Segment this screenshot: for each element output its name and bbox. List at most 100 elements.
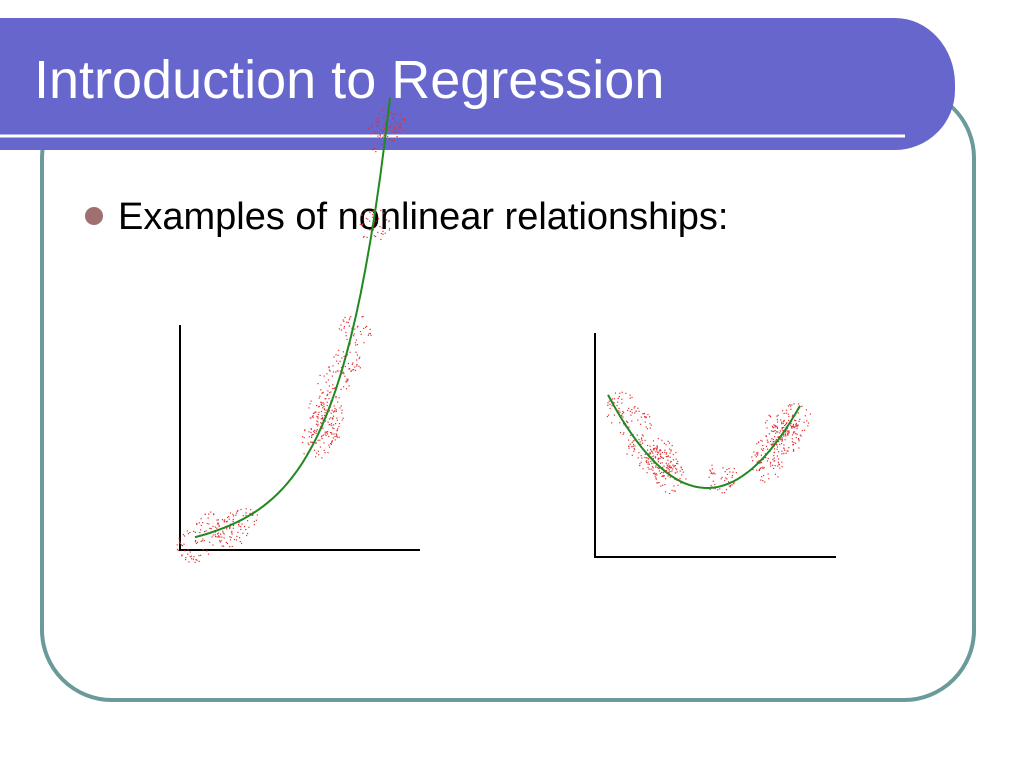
scatter-dot [771, 425, 773, 427]
scatter-dot [311, 441, 313, 443]
scatter-dot [777, 414, 779, 416]
scatter-dot [400, 123, 402, 125]
scatter-dot [229, 536, 231, 538]
scatter-dot [776, 427, 779, 429]
scatter-dot [211, 536, 213, 538]
scatter-dot [667, 459, 669, 461]
scatter-dot [325, 420, 327, 422]
scatter-dot [363, 327, 365, 329]
scatter-dot [229, 512, 232, 514]
scatter-dot [788, 415, 790, 418]
scatter-dot [629, 394, 631, 396]
scatter-dot [798, 440, 800, 442]
scatter-dot [733, 483, 735, 485]
scatter-dot [325, 398, 327, 400]
scatter-dot [755, 456, 757, 458]
scatter-dot [791, 426, 793, 428]
scatter-dot [321, 418, 323, 420]
scatter-dot [607, 402, 609, 404]
scatter-dot [777, 431, 779, 433]
scatter-dot [333, 387, 335, 389]
scatter-dot [752, 469, 754, 471]
scatter-dot [654, 456, 657, 458]
scatter-dot [217, 519, 219, 521]
scatter-dot [765, 445, 768, 447]
scatter-dot [776, 415, 778, 417]
scatter-dot [770, 440, 772, 442]
scatter-dot [762, 466, 764, 468]
scatter-dot [652, 467, 654, 469]
scatter-dot [331, 442, 333, 444]
scatter-dot [348, 325, 350, 327]
scatter-dot [343, 386, 345, 388]
scatter-dot [225, 521, 227, 523]
scatter-dot [326, 433, 329, 435]
scatter-dot [322, 402, 324, 404]
scatter-dot [200, 540, 202, 543]
scatter-dot [618, 396, 620, 398]
scatter-dot [236, 535, 238, 537]
scatter-dot [623, 432, 625, 434]
scatter-dot [621, 414, 623, 417]
scatter-dot [666, 464, 668, 466]
scatter-dot [674, 472, 676, 474]
scatter-dot [204, 531, 206, 533]
scatter-dot [664, 483, 666, 486]
scatter-dot [631, 446, 633, 448]
scatter-dot [618, 407, 620, 410]
scatter-dot [606, 415, 608, 418]
scatter-dot [369, 220, 371, 222]
scatter-dot [764, 453, 766, 455]
scatter-dot [776, 431, 778, 433]
scatter-dot [328, 369, 330, 371]
scatter-dot [339, 370, 341, 372]
scatter-dot [329, 370, 331, 372]
scatter-dot [229, 527, 231, 530]
scatter-dot [331, 440, 333, 443]
scatter-dot [656, 449, 658, 451]
scatter-dot [383, 108, 385, 110]
scatter-dot [670, 450, 672, 452]
scatter-dot [229, 539, 232, 541]
scatter-dot [668, 472, 670, 474]
scatter-dot [382, 116, 385, 118]
scatter-dot [662, 475, 664, 477]
scatter-dot [323, 405, 325, 408]
scatter-dot [788, 447, 790, 449]
scatter-dot [369, 332, 371, 335]
scatter-dot [672, 464, 674, 466]
scatter-dot [344, 316, 346, 319]
scatter-dot [648, 458, 650, 460]
scatter-dot [791, 441, 793, 443]
scatter-dot [231, 545, 233, 548]
scatter-dot [752, 460, 754, 462]
scatter-dot [186, 530, 188, 532]
exponential-plot [176, 97, 420, 563]
scatter-dot [805, 409, 807, 411]
scatter-dot [339, 360, 341, 362]
scatter-dot [213, 513, 215, 515]
scatter-dot [677, 484, 679, 486]
scatter-dot [793, 450, 795, 452]
scatter-dot [772, 458, 774, 461]
scatter-dot [331, 424, 333, 427]
scatter-dot [216, 519, 218, 521]
scatter-dot [758, 469, 761, 471]
scatter-dot [343, 355, 345, 357]
scatter-dot [667, 468, 669, 470]
scatter-dot [393, 126, 395, 128]
scatter-dot [310, 417, 312, 419]
quadratic-plot [594, 333, 836, 558]
scatter-dot [395, 128, 397, 130]
scatter-dot [760, 448, 763, 450]
scatter-dot [328, 418, 331, 420]
scatter-dot [337, 428, 339, 430]
scatter-dot [187, 553, 189, 555]
scatter-dot [781, 421, 783, 423]
scatter-dot [642, 468, 644, 470]
scatter-dot [670, 466, 673, 468]
scatter-dot [189, 551, 191, 553]
scatter-dot [668, 469, 670, 471]
scatter-dot [333, 433, 335, 435]
scatter-dot [780, 419, 782, 421]
